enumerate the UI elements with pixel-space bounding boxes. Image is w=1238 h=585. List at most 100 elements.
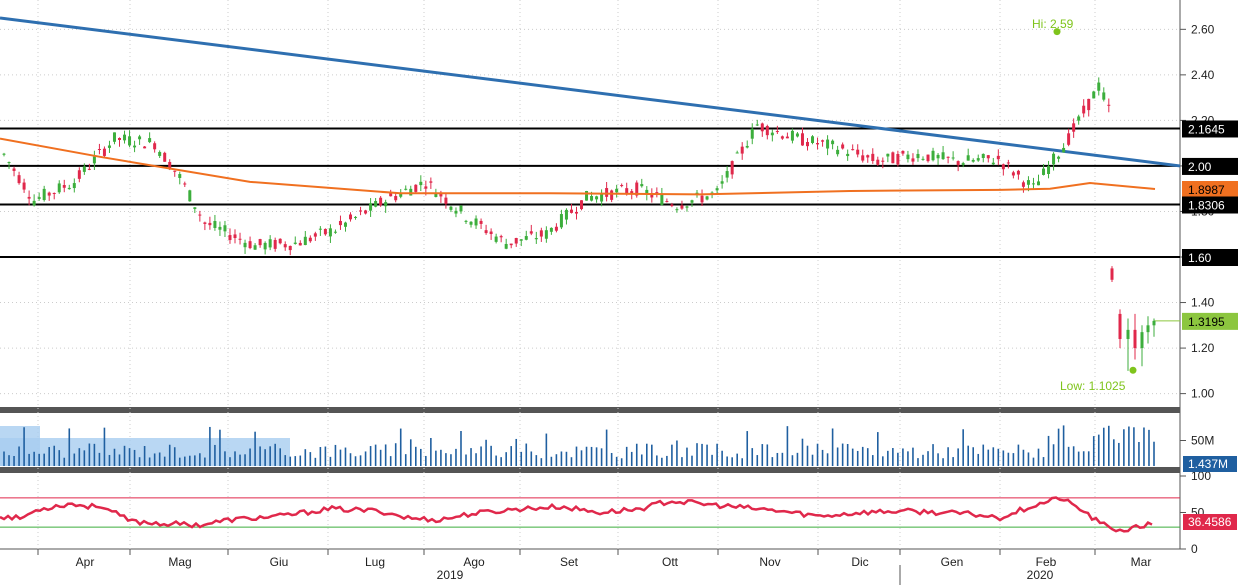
candle-body bbox=[795, 133, 799, 137]
year-label-2020: 2020 bbox=[1027, 568, 1054, 582]
candle-body bbox=[640, 184, 644, 187]
candle-body bbox=[1092, 91, 1096, 99]
candle-body bbox=[1126, 329, 1130, 339]
rsi-tick-label: 100 bbox=[1191, 469, 1211, 483]
candle-body bbox=[770, 132, 774, 136]
candle-body bbox=[1102, 92, 1106, 100]
candle-body bbox=[399, 192, 403, 197]
candle-body bbox=[409, 188, 413, 196]
candle-body bbox=[278, 238, 282, 244]
month-label: Feb bbox=[1036, 555, 1057, 569]
candle-body bbox=[429, 181, 433, 183]
candle-body bbox=[921, 158, 925, 160]
volume-panel: 50M bbox=[0, 425, 1214, 466]
candle-body bbox=[1077, 116, 1081, 121]
candle-body bbox=[660, 194, 664, 205]
candle-body bbox=[805, 141, 809, 147]
y-tick-label: 2.40 bbox=[1191, 68, 1215, 82]
price-badge-label: 1.8306 bbox=[1188, 199, 1225, 213]
candle-body bbox=[42, 188, 46, 201]
candle-body bbox=[92, 156, 96, 164]
candle-body bbox=[730, 161, 734, 175]
candle-body bbox=[1082, 105, 1086, 114]
candle-body bbox=[1036, 181, 1040, 186]
volume-last-badge bbox=[1183, 456, 1237, 472]
low-marker bbox=[1129, 366, 1137, 374]
candle-body bbox=[590, 196, 594, 201]
candle-body bbox=[308, 237, 312, 242]
candle-body bbox=[72, 183, 76, 189]
candle-body bbox=[785, 136, 789, 139]
month-label: Giu bbox=[270, 555, 289, 569]
candle-body bbox=[504, 243, 508, 249]
candle-body bbox=[670, 204, 674, 207]
candle-body bbox=[374, 201, 378, 207]
candle-body bbox=[349, 214, 353, 220]
candle-body bbox=[97, 149, 101, 151]
candle-body bbox=[449, 206, 453, 210]
candle-body bbox=[343, 222, 347, 227]
candle-body bbox=[138, 136, 142, 140]
candle-body bbox=[615, 188, 619, 193]
candle-body bbox=[313, 233, 317, 237]
month-label: Mar bbox=[1131, 555, 1152, 569]
candle-body bbox=[886, 153, 890, 157]
price-badge-label: 1.3195 bbox=[1188, 315, 1225, 329]
candle-body bbox=[143, 146, 147, 149]
candle-body bbox=[479, 220, 483, 224]
candle-body bbox=[263, 242, 267, 250]
candle-body bbox=[228, 235, 232, 241]
candle-body bbox=[153, 143, 157, 150]
candle-body bbox=[986, 155, 990, 159]
candle-body bbox=[981, 153, 985, 158]
y-tick-label: 1.00 bbox=[1191, 387, 1215, 401]
candle-body bbox=[128, 136, 132, 146]
candle-body bbox=[966, 155, 970, 161]
candle-body bbox=[52, 193, 56, 195]
candle-body bbox=[1001, 164, 1005, 170]
candle-body bbox=[871, 153, 875, 161]
trendline-line bbox=[0, 16, 1181, 168]
candle-body bbox=[851, 149, 855, 151]
candle-body bbox=[248, 241, 252, 249]
candle-body bbox=[102, 148, 106, 156]
panel-separator bbox=[0, 407, 1180, 413]
volume-tick-label: 50M bbox=[1191, 434, 1214, 448]
candle-body bbox=[931, 150, 935, 161]
candle-body bbox=[1146, 325, 1150, 333]
candle-body bbox=[298, 242, 302, 246]
candle-body bbox=[569, 209, 573, 213]
candle-body bbox=[780, 136, 784, 139]
trendline bbox=[0, 16, 1181, 168]
candle-body bbox=[816, 143, 820, 145]
candle-body bbox=[223, 225, 227, 232]
candle-body bbox=[715, 188, 719, 191]
candle-body bbox=[469, 221, 473, 225]
candle-body bbox=[775, 131, 779, 133]
horizontal-levels bbox=[0, 127, 1180, 322]
candle-body bbox=[665, 201, 669, 203]
candle-body bbox=[1110, 268, 1114, 280]
candle-body bbox=[680, 205, 684, 209]
candle-body bbox=[489, 231, 493, 235]
candle-body bbox=[238, 238, 242, 240]
rsi-tick-label: 0 bbox=[1191, 542, 1198, 556]
moving-average-line bbox=[0, 137, 1156, 196]
price-badge bbox=[1182, 249, 1238, 267]
candle-body bbox=[941, 152, 945, 160]
candle-body bbox=[158, 151, 162, 156]
month-label: Lug bbox=[365, 555, 385, 569]
x-axis: Apr Mag Giu Lug Ago Set Ott Nov Dic Gen Feb Mar bbox=[37, 549, 1152, 585]
candle-body bbox=[891, 152, 895, 164]
candle-body bbox=[635, 182, 639, 196]
candle-body bbox=[1052, 153, 1056, 165]
candle-body bbox=[1057, 156, 1061, 159]
candle-body bbox=[841, 144, 845, 149]
candle-body bbox=[645, 189, 649, 195]
price-badge bbox=[1182, 312, 1238, 330]
candle-body bbox=[183, 183, 187, 185]
candle-body bbox=[233, 234, 237, 238]
candle-body bbox=[1097, 82, 1101, 91]
candle-body bbox=[755, 124, 759, 126]
